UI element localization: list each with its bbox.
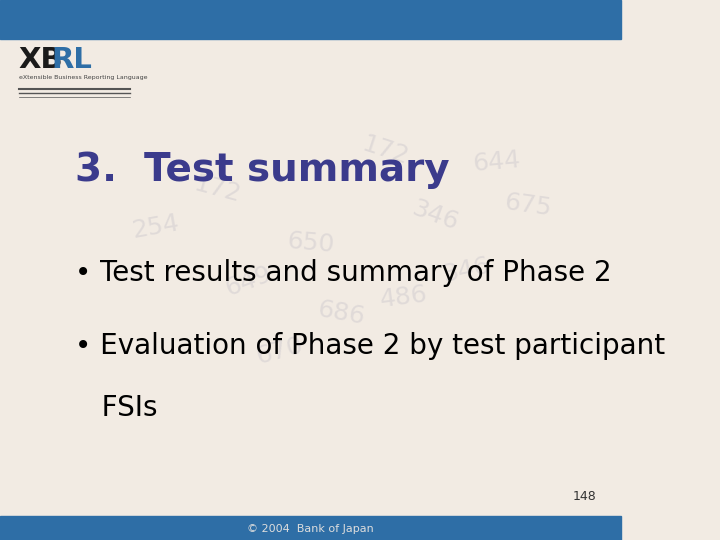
Text: eXtensible Business Reporting Language: eXtensible Business Reporting Language (19, 75, 147, 79)
Text: 254: 254 (130, 211, 181, 243)
Text: 675: 675 (503, 190, 553, 220)
Text: 486: 486 (378, 282, 429, 312)
Text: • Evaluation of Phase 2 by test participant: • Evaluation of Phase 2 by test particip… (74, 332, 665, 360)
Bar (0, 0, 621, 39)
Text: 686: 686 (316, 297, 367, 329)
Text: 346: 346 (408, 197, 462, 235)
Text: 148: 148 (572, 490, 596, 503)
Text: 644: 644 (472, 148, 522, 176)
Text: 649: 649 (222, 261, 275, 300)
Text: 346: 346 (440, 253, 492, 287)
Text: 670: 670 (253, 333, 305, 369)
Text: 650: 650 (286, 229, 336, 257)
Text: RL: RL (51, 46, 91, 74)
Text: • Test results and summary of Phase 2: • Test results and summary of Phase 2 (74, 259, 611, 287)
Text: XB: XB (19, 46, 63, 74)
Text: FSIs: FSIs (74, 394, 157, 422)
Bar (0, 516, 621, 540)
Text: © 2004  Bank of Japan: © 2004 Bank of Japan (247, 523, 374, 534)
Text: 3.  Test summary: 3. Test summary (74, 151, 449, 189)
Text: 172: 172 (191, 171, 243, 207)
Text: 172: 172 (359, 132, 411, 170)
